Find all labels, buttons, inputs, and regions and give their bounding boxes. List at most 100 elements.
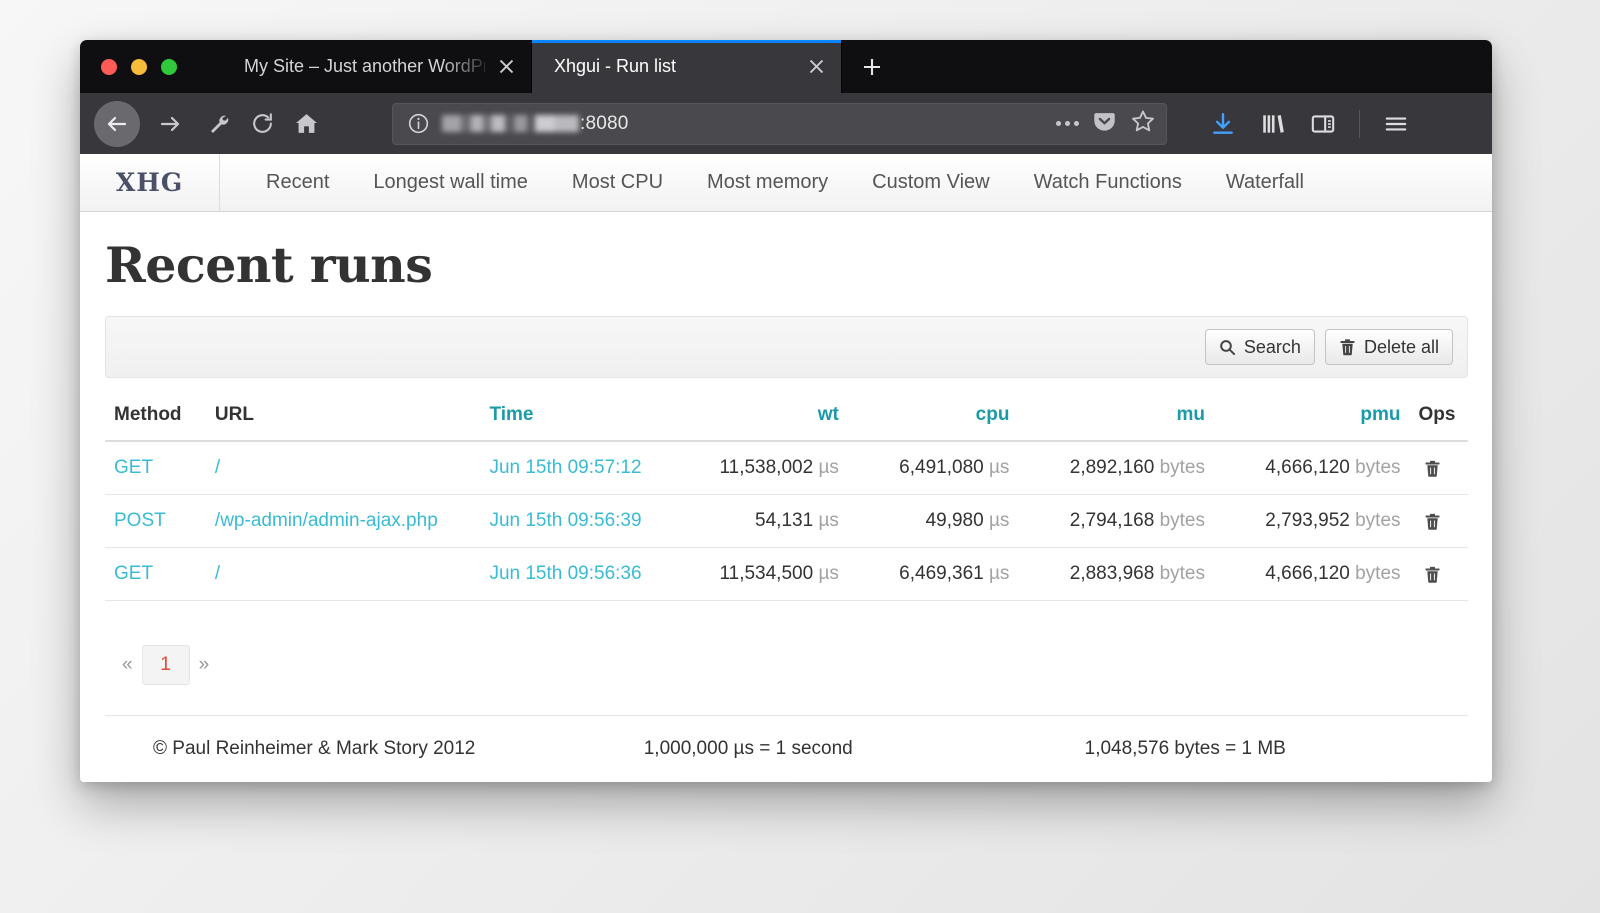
star-icon[interactable] — [1130, 108, 1156, 139]
column-header-mu[interactable]: mu — [1018, 398, 1214, 442]
mu-value: 2,794,168 — [1069, 510, 1155, 531]
cell-wt: 11,534,500 µs — [671, 547, 848, 601]
minimize-window-button[interactable] — [131, 58, 147, 75]
footer-copyright: © Paul Reinheimer & Mark Story 2012 — [153, 738, 476, 759]
new-tab-button[interactable] — [842, 40, 902, 93]
app-nav-items: Recent Longest wall time Most CPU Most m… — [220, 154, 1326, 211]
delete-all-button[interactable]: Delete all — [1324, 329, 1453, 365]
column-header-method: Method — [105, 398, 206, 442]
cell-time[interactable]: Jun 15th 09:57:12 — [480, 441, 672, 495]
cpu-value: 49,980 — [925, 510, 984, 531]
toolbar-divider — [1359, 109, 1360, 138]
cell-ops[interactable] — [1409, 494, 1468, 548]
method-link[interactable]: GET — [114, 457, 154, 478]
cell-method[interactable]: POST — [105, 494, 206, 548]
nav-item-recent[interactable]: Recent — [266, 171, 330, 193]
search-icon — [1219, 339, 1236, 356]
download-icon[interactable] — [1201, 102, 1245, 146]
search-button[interactable]: Search — [1204, 329, 1315, 365]
cell-url[interactable]: / — [205, 441, 481, 495]
url-input[interactable]: :8080 — [442, 113, 1044, 135]
cell-pmu: 4,666,120 bytes — [1213, 547, 1410, 601]
url-link[interactable]: /wp-admin/admin-ajax.php — [214, 510, 438, 531]
column-header-time[interactable]: Time — [480, 398, 672, 442]
cell-method[interactable]: GET — [105, 547, 206, 601]
nav-item-waterfall[interactable]: Waterfall — [1225, 171, 1304, 193]
cell-cpu: 6,469,361 µs — [847, 547, 1019, 601]
time-link[interactable]: Jun 15th 09:57:12 — [489, 457, 642, 478]
cell-ops[interactable] — [1409, 441, 1468, 495]
sort-link-mu[interactable]: mu — [1176, 404, 1205, 425]
sort-link-wt[interactable]: wt — [817, 404, 839, 425]
column-header-wt[interactable]: wt — [671, 398, 848, 442]
nav-item-most-cpu[interactable]: Most CPU — [571, 171, 664, 193]
close-window-button[interactable] — [101, 58, 117, 75]
page-title: Recent runs — [105, 236, 433, 294]
close-tab-icon[interactable] — [493, 54, 519, 80]
home-icon[interactable] — [284, 102, 328, 146]
table-row[interactable]: POST /wp-admin/admin-ajax.php Jun 15th 0… — [105, 494, 1468, 548]
app-navbar: XHG Recent Longest wall time Most CPU Mo… — [80, 154, 1492, 212]
column-header-cpu[interactable]: cpu — [847, 398, 1019, 442]
method-link[interactable]: GET — [114, 563, 154, 584]
nav-item-longest-wall-time[interactable]: Longest wall time — [373, 171, 528, 193]
close-tab-icon[interactable] — [803, 54, 829, 80]
url-link[interactable]: / — [214, 457, 221, 478]
pmu-unit: bytes — [1355, 457, 1401, 478]
time-link[interactable]: Jun 15th 09:56:36 — [489, 563, 642, 584]
wrench-icon[interactable] — [196, 102, 240, 146]
sort-link-cpu[interactable]: cpu — [975, 404, 1010, 425]
table-row[interactable]: GET / Jun 15th 09:56:36 11,534,500 µs 6,… — [105, 547, 1468, 601]
column-header-url: URL — [205, 398, 481, 442]
back-icon[interactable] — [94, 100, 140, 147]
wt-unit: µs — [818, 510, 839, 531]
cell-mu: 2,883,968 bytes — [1018, 547, 1214, 601]
table-row[interactable]: GET / Jun 15th 09:57:12 11,538,002 µs 6,… — [105, 441, 1468, 495]
pagination-prev[interactable]: « — [122, 654, 133, 675]
wt-value: 54,131 — [755, 510, 814, 531]
cell-method[interactable]: GET — [105, 441, 206, 495]
sort-link-pmu[interactable]: pmu — [1360, 404, 1401, 425]
sort-link-time[interactable]: Time — [489, 404, 534, 425]
pagination-next[interactable]: » — [198, 654, 210, 675]
cpu-value: 6,469,361 — [899, 563, 984, 584]
url-port: :8080 — [580, 112, 629, 134]
wt-unit: µs — [818, 457, 839, 478]
trash-icon[interactable] — [1424, 512, 1459, 531]
nav-item-most-memory[interactable]: Most memory — [707, 171, 829, 193]
reload-icon[interactable] — [240, 102, 284, 146]
column-header-pmu[interactable]: pmu — [1213, 398, 1410, 442]
pagination-page-1[interactable]: 1 — [141, 645, 190, 685]
cpu-unit: µs — [988, 510, 1010, 531]
nav-item-watch-functions[interactable]: Watch Functions — [1033, 171, 1182, 193]
cell-wt: 54,131 µs — [671, 494, 848, 548]
trash-icon[interactable] — [1424, 459, 1459, 478]
footer-bytes-note: 1,048,576 bytes = 1 MB — [1084, 738, 1286, 759]
page-info-icon[interactable] — [407, 112, 430, 135]
maximize-window-button[interactable] — [161, 58, 177, 75]
library-icon[interactable] — [1251, 102, 1295, 146]
mu-unit: bytes — [1159, 457, 1205, 478]
mu-value: 2,883,968 — [1069, 563, 1155, 584]
sidebar-icon[interactable] — [1301, 102, 1345, 146]
cell-time[interactable]: Jun 15th 09:56:36 — [480, 547, 672, 601]
mu-value: 2,892,160 — [1069, 457, 1155, 478]
method-link[interactable]: POST — [114, 510, 166, 531]
page-actions-icon[interactable] — [1056, 121, 1079, 126]
time-link[interactable]: Jun 15th 09:56:39 — [489, 510, 642, 531]
menu-icon[interactable] — [1374, 102, 1418, 146]
cell-url[interactable]: / — [205, 547, 481, 601]
url-link[interactable]: / — [214, 563, 221, 584]
browser-tab-2[interactable]: Xhgui - Run list — [532, 40, 842, 93]
cell-url[interactable]: /wp-admin/admin-ajax.php — [205, 494, 481, 548]
nav-item-custom-view[interactable]: Custom View — [872, 171, 990, 193]
cell-ops[interactable] — [1409, 547, 1468, 601]
url-bar[interactable]: :8080 — [392, 102, 1167, 145]
trash-icon[interactable] — [1424, 565, 1459, 584]
pocket-icon[interactable] — [1092, 109, 1117, 139]
app-brand-logo[interactable]: XHG — [80, 154, 220, 211]
browser-tab-1[interactable]: My Site – Just another WordPress si — [222, 40, 532, 93]
forward-icon[interactable] — [148, 102, 192, 146]
cell-time[interactable]: Jun 15th 09:56:39 — [480, 494, 672, 548]
tab-title: My Site – Just another WordPress si — [244, 56, 485, 76]
